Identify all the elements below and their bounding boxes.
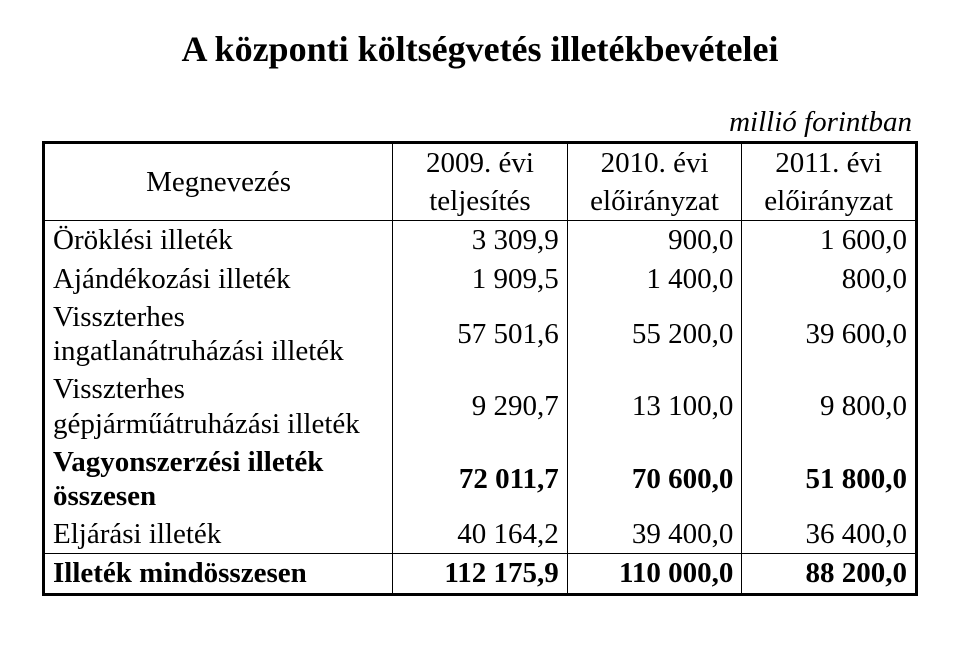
cell: 13 100,0 bbox=[567, 370, 742, 442]
table-row: Visszterhes ingatlanátruházási illeték 5… bbox=[44, 298, 917, 370]
cell: 72 011,7 bbox=[393, 443, 568, 515]
row-label: Visszterhes ingatlanátruházási illeték bbox=[44, 298, 393, 370]
row-label: Illeték mindösszesen bbox=[44, 554, 393, 594]
row-label: Öröklési illeték bbox=[44, 221, 393, 260]
row-label: Ajándékozási illeték bbox=[44, 260, 393, 298]
cell: 9 290,7 bbox=[393, 370, 568, 442]
header-col1-line1: 2009. évi bbox=[393, 143, 568, 183]
cell: 112 175,9 bbox=[393, 554, 568, 594]
cell: 51 800,0 bbox=[742, 443, 917, 515]
table-row: Visszterhes gépjárműátruházási illeték 9… bbox=[44, 370, 917, 442]
cell: 1 400,0 bbox=[567, 260, 742, 298]
table-container: millió forintban Megnevezés 2009. évi 20… bbox=[42, 106, 918, 596]
cell: 3 309,9 bbox=[393, 221, 568, 260]
cell: 55 200,0 bbox=[567, 298, 742, 370]
cell: 39 400,0 bbox=[567, 515, 742, 554]
table-row: Vagyonszerzési illeték összesen 72 011,7… bbox=[44, 443, 917, 515]
cell: 800,0 bbox=[742, 260, 917, 298]
header-col3-line2: előirányzat bbox=[742, 182, 917, 221]
row-label: Eljárási illeték bbox=[44, 515, 393, 554]
cell: 70 600,0 bbox=[567, 443, 742, 515]
header-col2-line1: 2010. évi bbox=[567, 143, 742, 183]
cell: 900,0 bbox=[567, 221, 742, 260]
cell: 110 000,0 bbox=[567, 554, 742, 594]
cell: 88 200,0 bbox=[742, 554, 917, 594]
header-col2-line2: előirányzat bbox=[567, 182, 742, 221]
cell: 39 600,0 bbox=[742, 298, 917, 370]
cell: 9 800,0 bbox=[742, 370, 917, 442]
table-row: Öröklési illeték 3 309,9 900,0 1 600,0 bbox=[44, 221, 917, 260]
header-rowlabel: Megnevezés bbox=[44, 143, 393, 221]
cell: 40 164,2 bbox=[393, 515, 568, 554]
row-label: Vagyonszerzési illeték összesen bbox=[44, 443, 393, 515]
cell: 57 501,6 bbox=[393, 298, 568, 370]
row-label: Visszterhes gépjárműátruházási illeték bbox=[44, 370, 393, 442]
table-row: Eljárási illeték 40 164,2 39 400,0 36 40… bbox=[44, 515, 917, 554]
data-table: Megnevezés 2009. évi 2010. évi 2011. évi… bbox=[42, 141, 918, 596]
header-col3-line1: 2011. évi bbox=[742, 143, 917, 183]
cell: 1 600,0 bbox=[742, 221, 917, 260]
header-col1-line2: teljesítés bbox=[393, 182, 568, 221]
unit-label: millió forintban bbox=[42, 106, 918, 139]
table-row: Illeték mindösszesen 112 175,9 110 000,0… bbox=[44, 554, 917, 594]
cell: 36 400,0 bbox=[742, 515, 917, 554]
cell: 1 909,5 bbox=[393, 260, 568, 298]
table-row: Ajándékozási illeték 1 909,5 1 400,0 800… bbox=[44, 260, 917, 298]
page-title: A központi költségvetés illetékbevételei bbox=[42, 28, 918, 70]
